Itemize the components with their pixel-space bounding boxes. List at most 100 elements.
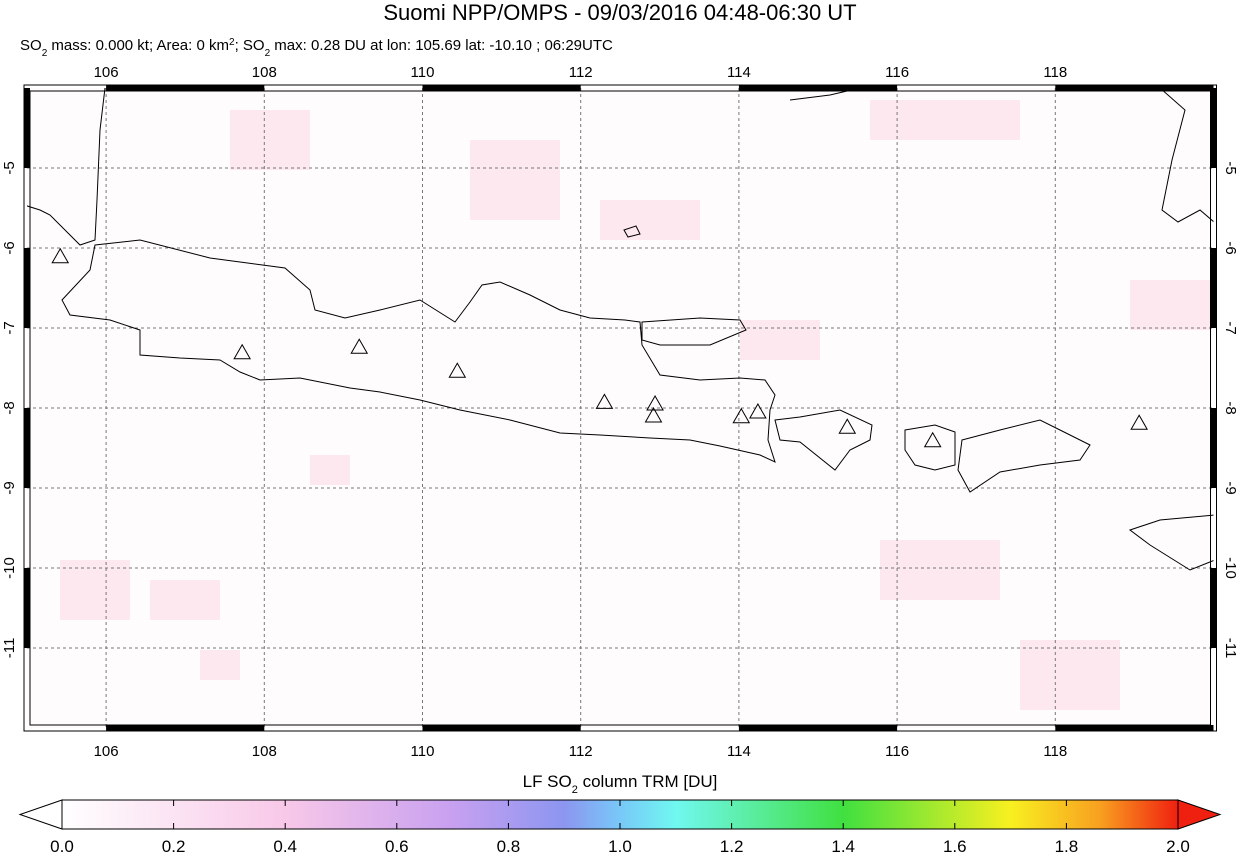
subscript: 2 [572,784,578,796]
colorbar-tick-label: 0.0 [50,837,74,855]
x-tick-label-top: 108 [252,64,277,81]
subtitle-part: ; SO [235,37,265,54]
border-bar [1210,248,1217,328]
superscript: 2 [229,37,235,48]
colorbar-tick-label: 1.4 [831,837,855,855]
subtitle: SO2 mass: 0.000 kt; Area: 0 km2; SO2 max… [20,37,613,59]
colorbar-tick-label: 1.0 [608,837,632,855]
coastline-java [61,239,776,463]
x-tick-label-bottom: 112 [569,743,593,760]
border-bar [24,248,30,328]
so2-pixel [740,320,820,360]
border-bar [1055,725,1214,731]
coastline-island [623,225,641,238]
x-tick-label-bottom: 106 [94,743,119,760]
volcano [838,418,857,434]
border-bar [106,725,265,731]
y-tick-label-right: -9 [1222,481,1239,494]
colorbar-label-part: column TRM [DU] [578,772,718,791]
volcano [448,362,467,378]
coastline-lombok [904,424,956,471]
border-bar [1210,88,1217,168]
x-tick-label-bottom: 118 [1043,743,1067,760]
y-tick-label-left: -11 [1,638,18,659]
colorbar-ticks: 0.0 0.2 0.4 0.6 0.8 1.0 1.2 1.4 1.6 1.8 2.0 [50,800,1190,855]
coastline-sumatra [27,88,106,246]
x-tick-label-bottom: 114 [727,743,751,760]
x-tick-label-top: 106 [94,64,119,81]
map-area [27,88,1214,728]
volcano [732,407,751,424]
y-tick-label-right: -10 [1222,557,1239,579]
coastline-madura [641,317,747,346]
border-bar [106,85,265,91]
border-bar [24,568,30,648]
coastline-east [1159,88,1214,223]
so2-pixel [880,540,1000,600]
colorbar-label: LF SO2 column TRM [DU] [523,772,718,796]
so2-pixel [310,455,350,485]
x-tick-label-top: 110 [411,64,435,81]
x-tick-label-top: 114 [727,64,751,81]
colorbar-tick-label: 0.8 [497,837,521,855]
colorbar-tick-label: 0.2 [162,837,186,855]
so2-pixels [60,100,1210,710]
y-tick-label-left: -6 [1,241,18,254]
y-tick-label-left: -8 [1,401,18,414]
border-bar [1210,408,1217,488]
x-tick-label-top: 112 [569,64,593,81]
colorbar-tick-label: 1.6 [943,837,967,855]
so2-pixel [1130,280,1210,330]
subtitle-part: SO [20,37,42,54]
y-tick-label-left: -10 [1,557,18,579]
so2-pixel [68,570,84,594]
so2-pixel [470,140,560,220]
colorbar-tick-label: 0.6 [385,837,409,855]
map-frame [23,84,1217,732]
y-tick-label-right: -8 [1222,401,1239,414]
so2-pixel [600,200,700,240]
volcano [1130,414,1149,430]
x-tick-label-bottom: 108 [252,743,277,760]
x-tick-label-top: 116 [885,64,909,81]
grid [27,88,1214,728]
x-tick-label-bottom: 116 [885,743,909,760]
colorbar-tick-label: 1.2 [720,837,744,855]
subtitle-part: mass: 0.000 kt; Area: 0 km [47,37,229,54]
border-bar [1210,568,1217,648]
border-bar [422,725,581,731]
so2-pixel [150,580,220,620]
so2-pixel [870,100,1020,140]
title: Suomi NPP/OMPS - 09/03/2016 04:48-06:30 … [383,0,856,25]
volcano [51,247,70,264]
border-bar [24,408,30,488]
border-bar [422,85,581,91]
colorbar-arrow-high [1177,799,1222,830]
y-tick-label-left: -9 [1,481,18,494]
border-bar [24,88,30,168]
y-tick-label-right: -7 [1222,321,1239,334]
subtitle-part: max: 0.28 DU at lon: 105.69 lat: -10.10 … [270,37,613,54]
so2-pixel [200,650,240,680]
y-tick-label-left: -5 [1,161,18,174]
x-tick-label-bottom: 110 [411,743,435,760]
border-bar [738,85,898,91]
colorbar-tick-label: 2.0 [1166,837,1190,855]
border-bar [738,725,898,731]
coastlines [27,88,1214,571]
x-tick-label-top: 118 [1043,64,1067,81]
border-bar [1055,85,1214,91]
volcano [350,338,369,354]
volcano [595,393,614,409]
subscript: 2 [42,48,48,59]
colorbar-label-part: LF SO [523,772,572,791]
y-tick-label-left: -7 [1,321,18,334]
coastline-sumba [1128,514,1214,571]
y-tick-label-right: -6 [1222,241,1239,254]
volcano [233,343,252,360]
volcano [749,402,767,419]
map-background [27,88,1214,728]
subscript: 2 [265,48,271,59]
